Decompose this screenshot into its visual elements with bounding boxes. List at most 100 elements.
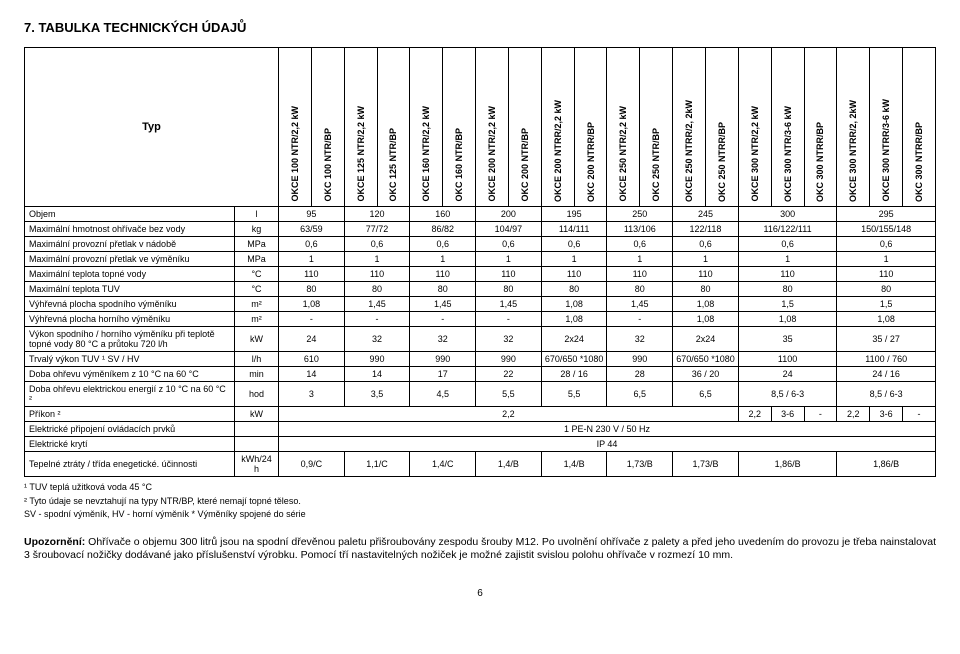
data-cell: 36 / 20 (673, 367, 739, 382)
data-cell: 1,08 (673, 312, 739, 327)
data-cell: 0,6 (476, 237, 542, 252)
data-cell: 1,5 (738, 297, 837, 312)
row-unit: hod (235, 382, 279, 407)
column-header: OKC 300 NTRR/BP (903, 48, 936, 207)
data-cell: 77/72 (344, 222, 410, 237)
data-cell: 14 (344, 367, 410, 382)
data-cell: 80 (344, 282, 410, 297)
footnote-line: ² Tyto údaje se nevztahují na typy NTR/B… (24, 495, 936, 509)
data-cell: 2x24 (541, 327, 607, 352)
data-cell: 110 (673, 267, 739, 282)
row-label: Tepelné ztráty / třída enegetické. účinn… (25, 452, 235, 477)
row-label: Maximální provozní přetlak v nádobě (25, 237, 235, 252)
data-cell (235, 422, 279, 437)
row-unit: min (235, 367, 279, 382)
column-header: OKCE 125 NTR/2,2 kW (344, 48, 377, 207)
data-cell: 195 (541, 207, 607, 222)
data-cell: - (903, 407, 936, 422)
data-cell: 3,5 (344, 382, 410, 407)
data-cell: 1,08 (541, 312, 607, 327)
data-cell: 14 (279, 367, 345, 382)
data-cell: 122/118 (673, 222, 739, 237)
data-cell: 80 (738, 282, 837, 297)
data-cell: 1,73/B (607, 452, 673, 477)
column-header: OKCE 200 NTR/2,2 kW (476, 48, 509, 207)
data-cell: 670/650 *1080 (673, 352, 739, 367)
data-cell: Elektrické připojení ovládacích prvků (25, 422, 235, 437)
column-header: OKCE 250 NTR/2,2 kW (607, 48, 640, 207)
data-cell: - (344, 312, 410, 327)
row-unit: l/h (235, 352, 279, 367)
data-cell: 104/97 (476, 222, 542, 237)
data-cell: 32 (344, 327, 410, 352)
row-unit: l (235, 207, 279, 222)
data-cell: 245 (673, 207, 739, 222)
column-header: OKCE 300 NTRR/3-6 kW (870, 48, 903, 207)
data-cell: 3 (279, 382, 345, 407)
data-cell: 35 (738, 327, 837, 352)
data-cell: 24 (738, 367, 837, 382)
data-cell: 300 (738, 207, 837, 222)
data-cell: 1,08 (837, 312, 936, 327)
column-header: OKCE 300 NTR/2,2 kW (738, 48, 771, 207)
row-label: Výhřevná plocha horního výměníku (25, 312, 235, 327)
data-cell: 150/155/148 (837, 222, 936, 237)
data-cell: 17 (410, 367, 476, 382)
data-cell: 0,6 (607, 237, 673, 252)
data-cell: 990 (607, 352, 673, 367)
data-cell: 0,6 (837, 237, 936, 252)
column-header: OKC 100 NTR/BP (311, 48, 344, 207)
column-header: OKCE 250 NTRR/2, 2kW (673, 48, 706, 207)
row-unit: kg (235, 222, 279, 237)
row-unit: m² (235, 312, 279, 327)
data-cell: - (804, 407, 837, 422)
data-cell: - (476, 312, 542, 327)
data-cell: 1,73/B (673, 452, 739, 477)
data-cell: 2,2 (279, 407, 739, 422)
data-cell: 63/59 (279, 222, 345, 237)
row-label: Výkon spodního / horního výměníku při te… (25, 327, 235, 352)
footnote-line: SV - spodní výměník, HV - horní výměník … (24, 508, 936, 522)
data-cell: 1 PE-N 230 V / 50 Hz (279, 422, 936, 437)
data-cell: 0,6 (279, 237, 345, 252)
data-cell: 110 (476, 267, 542, 282)
data-cell: 80 (279, 282, 345, 297)
data-cell: 22 (476, 367, 542, 382)
data-cell: 1 (541, 252, 607, 267)
row-unit: kWh/24 h (235, 452, 279, 477)
column-header: OKC 125 NTR/BP (377, 48, 410, 207)
data-cell (235, 437, 279, 452)
row-label: Maximální teplota TUV (25, 282, 235, 297)
data-cell: 0,9/C (279, 452, 345, 477)
data-cell: 32 (410, 327, 476, 352)
data-cell: 2,2 (837, 407, 870, 422)
data-cell: 1,08 (279, 297, 345, 312)
row-unit: °C (235, 282, 279, 297)
data-cell: - (279, 312, 345, 327)
data-cell: 200 (476, 207, 542, 222)
data-cell: 32 (607, 327, 673, 352)
data-cell: kW (235, 407, 279, 422)
data-cell: 80 (476, 282, 542, 297)
column-header: OKCE 300 NTR/3-6 kW (771, 48, 804, 207)
data-cell: - (410, 312, 476, 327)
column-header: OKC 200 NTRR/BP (574, 48, 607, 207)
data-cell: 1 (607, 252, 673, 267)
data-cell: 2x24 (673, 327, 739, 352)
data-cell: 3-6 (771, 407, 804, 422)
data-cell: 160 (410, 207, 476, 222)
data-cell: 6,5 (673, 382, 739, 407)
data-cell: 1,4/B (476, 452, 542, 477)
data-cell: 8,5 / 6-3 (738, 382, 837, 407)
data-cell: 0,6 (541, 237, 607, 252)
column-header: OKC 200 NTR/BP (508, 48, 541, 207)
row-label: Objem (25, 207, 235, 222)
data-cell: 1,08 (541, 297, 607, 312)
column-header: OKC 250 NTR/BP (640, 48, 673, 207)
data-cell: 80 (673, 282, 739, 297)
row-label: Maximální hmotnost ohřívače bez vody (25, 222, 235, 237)
data-cell: 110 (837, 267, 936, 282)
row-label: Výhřevná plocha spodního výměníku (25, 297, 235, 312)
data-cell: 1,08 (673, 297, 739, 312)
data-cell: 1,1/C (344, 452, 410, 477)
